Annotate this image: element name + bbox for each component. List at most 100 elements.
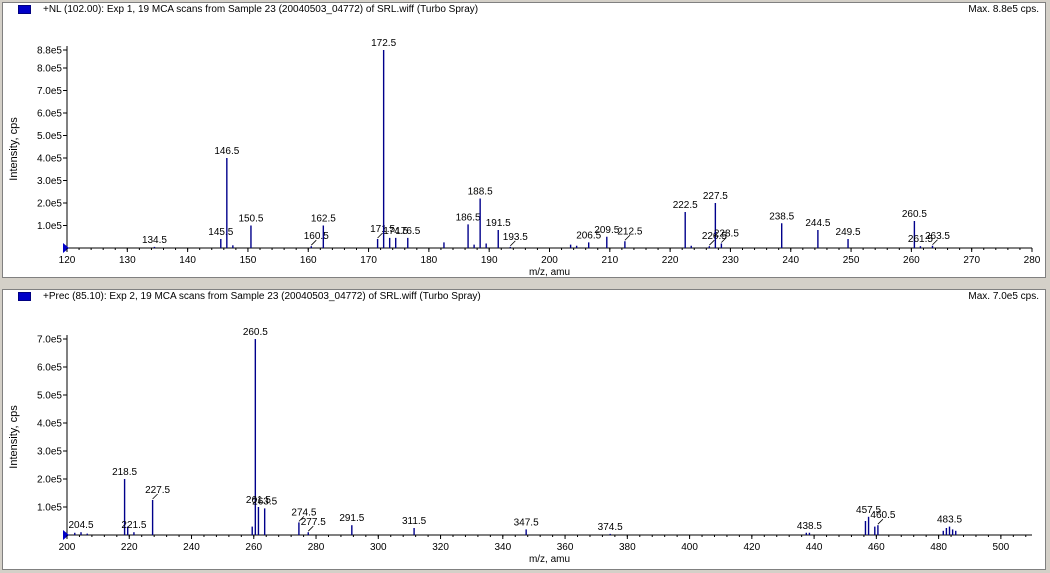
peak-leader-line [932, 239, 938, 246]
peak-label: 274.5 [291, 507, 316, 518]
x-tick-label: 380 [619, 542, 636, 553]
peak-label: 212.5 [617, 226, 642, 237]
x-tick-label: 250 [843, 255, 860, 266]
x-tick-label: 190 [481, 255, 498, 266]
panel-title: +NL (102.00): Exp 1, 19 MCA scans from S… [43, 4, 479, 15]
peak-label: 238.5 [769, 211, 794, 222]
peak-label: 171.5 [370, 224, 395, 235]
peak-label: 261.5 [246, 495, 271, 506]
x-tick-label: 270 [963, 255, 980, 266]
x-tick-label: 150 [240, 255, 257, 266]
x-tick-label: 120 [59, 255, 76, 266]
x-tick-label: 420 [743, 542, 760, 553]
y-tick-label: 5.0e5 [37, 391, 62, 402]
x-tick-label: 160 [300, 255, 317, 266]
y-tick-label: 7.0e5 [37, 335, 62, 346]
peak-label: 249.5 [836, 227, 861, 238]
peak-label: 227.5 [703, 191, 728, 202]
baseline-marker-icon [63, 243, 69, 253]
peak-label: 186.5 [456, 212, 481, 223]
peak-label: 347.5 [514, 517, 539, 528]
x-tick-label: 220 [121, 542, 138, 553]
peak-label: 172.5 [371, 38, 396, 49]
x-tick-label: 180 [421, 255, 438, 266]
y-tick-label: 4.0e5 [37, 154, 62, 165]
x-tick-label: 240 [183, 542, 200, 553]
y-tick-label: 2.0e5 [37, 475, 62, 486]
peak-label: 218.5 [112, 467, 137, 478]
x-tick-label: 140 [179, 255, 196, 266]
y-tick-label: 6.0e5 [37, 109, 62, 120]
peak-label: 222.5 [673, 200, 698, 211]
x-axis-label: m/z, amu [529, 554, 570, 565]
x-axis-label: m/z, amu [529, 267, 570, 277]
peak-label: 176.5 [395, 226, 420, 237]
peak-label: 438.5 [797, 521, 822, 532]
peak-label: 260.5 [902, 209, 927, 220]
peak-label: 311.5 [402, 516, 427, 527]
peak-label: 291.5 [339, 513, 364, 524]
x-tick-label: 480 [930, 542, 947, 553]
y-tick-label: 7.0e5 [37, 86, 62, 97]
x-tick-label: 300 [370, 542, 387, 553]
y-tick-label: 2.0e5 [37, 199, 62, 210]
x-tick-label: 320 [432, 542, 449, 553]
y-tick-label: 1.0e5 [37, 503, 62, 514]
peak-label: 204.5 [68, 520, 93, 531]
peak-leader-line [709, 239, 715, 246]
panel-title: +Prec (85.10): Exp 2, 19 MCA scans from … [43, 291, 481, 302]
x-tick-label: 240 [782, 255, 799, 266]
spectrum-chart-2[interactable]: 200 220 240 260 280 300 320 340 360 380 400 420 440 4… [3, 290, 1045, 569]
peak-label: 244.5 [805, 218, 830, 229]
x-tick-label: 360 [557, 542, 574, 553]
peak-label: 460.5 [870, 510, 895, 521]
series-marker-icon [18, 292, 31, 301]
y-tick-label: 8.8e5 [37, 46, 62, 57]
peak-leader-line [152, 493, 158, 500]
peak-label: 134.5 [142, 235, 167, 246]
x-tick-label: 340 [494, 542, 511, 553]
peak-leader-line [377, 232, 383, 239]
peak-leader-line [307, 525, 314, 532]
peak-label: 457.5 [856, 505, 881, 516]
x-tick-label: 500 [993, 542, 1010, 553]
spectrum-panel-1: +NL (102.00): Exp 1, 19 MCA scans from S… [2, 2, 1046, 278]
peak-leader-line [624, 234, 631, 241]
x-tick-label: 200 [59, 542, 76, 553]
y-tick-label: 3.0e5 [37, 447, 62, 458]
x-tick-label: 230 [722, 255, 739, 266]
peak-label: 228.5 [714, 229, 739, 240]
x-tick-label: 280 [1024, 255, 1041, 266]
peak-label: 193.5 [503, 232, 528, 243]
spectrum-chart-1[interactable]: 120 130 140 150 160 170 180 190 200 210 220 230 240 2… [3, 3, 1045, 277]
peak-label: 277.5 [301, 517, 326, 528]
peak-label: 374.5 [598, 522, 623, 533]
peak-label: 146.5 [214, 146, 239, 157]
peak-label: 145.5 [208, 227, 233, 238]
peak-label: 227.5 [145, 485, 170, 496]
y-tick-label: 6.0e5 [37, 363, 62, 374]
peak-label: 483.5 [937, 515, 962, 526]
x-tick-label: 260 [245, 542, 262, 553]
peak-label: 188.5 [468, 187, 493, 198]
max-intensity-label: Max. 8.8e5 cps. [968, 4, 1039, 15]
peak-label: 160.5 [304, 231, 329, 242]
series-marker-icon [18, 5, 31, 14]
max-intensity-label: Max. 7.0e5 cps. [968, 291, 1039, 302]
peak-label: 162.5 [311, 214, 336, 225]
x-tick-label: 200 [541, 255, 558, 266]
x-tick-label: 260 [903, 255, 920, 266]
peak-leader-line [310, 239, 317, 246]
peak-label: 263.5 [252, 496, 277, 507]
y-tick-label: 5.0e5 [37, 131, 62, 142]
spectrum-panel-2: +Prec (85.10): Exp 2, 19 MCA scans from … [2, 289, 1046, 570]
peak-label: 174.5 [383, 226, 408, 237]
x-tick-label: 210 [601, 255, 618, 266]
peak-leader-line [298, 516, 305, 522]
peak-label: 261.5 [908, 234, 933, 245]
peak-label: 150.5 [238, 214, 263, 225]
peak-label: 191.5 [486, 218, 511, 229]
peak-label: 260.5 [243, 327, 268, 338]
peak-leader-line [510, 240, 516, 247]
x-tick-label: 440 [806, 542, 823, 553]
